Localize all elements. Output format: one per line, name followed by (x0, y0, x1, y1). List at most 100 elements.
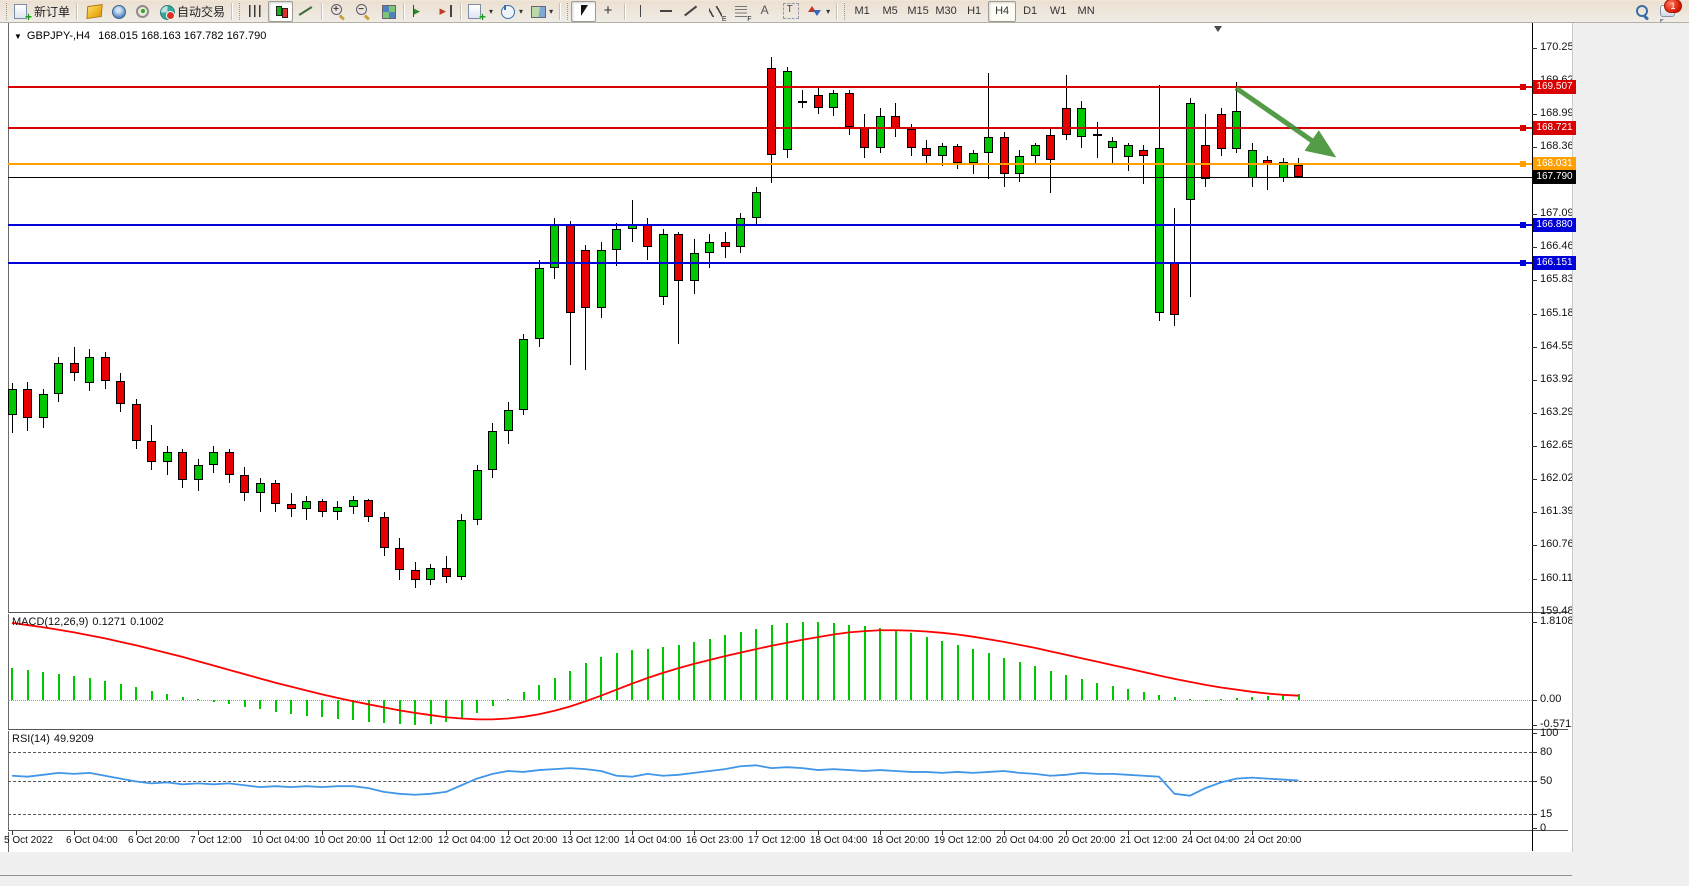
chart-window[interactable]: ▼ GBPJPY-,H4 168.015 168.163 167.782 167.7… (0, 23, 1689, 886)
timeframe-H4[interactable]: H4 (988, 0, 1017, 22)
main-price-pane[interactable] (0, 23, 1689, 852)
timeframe-M15[interactable]: M15 (907, 5, 929, 17)
chart-shift-button[interactable] (432, 1, 457, 22)
candle-body (410, 570, 420, 580)
crosshair-tool-button[interactable] (596, 1, 621, 22)
pane-splitter-rsi[interactable] (8, 729, 1568, 731)
rsi-name: RSI(14) (12, 733, 50, 745)
date-axis[interactable]: 5 Oct 2022 6 Oct 04:00 6 Oct 20:00 7 Oct 12… (0, 23, 1689, 852)
periods-button[interactable]: ▾ (496, 1, 526, 22)
timeframe-H1[interactable]: H1 (967, 5, 982, 17)
macd-histogram-bar (1080, 679, 1083, 700)
price-axis-line (1532, 23, 1533, 851)
navigator-button[interactable] (105, 1, 130, 22)
timeframe-M1[interactable]: M1 (854, 5, 870, 17)
chart-left-border (8, 23, 9, 852)
macd-histogram-bar (553, 677, 556, 700)
one-click-trading-arrow[interactable]: ▼ (14, 32, 22, 41)
pane-splitter-macd[interactable] (8, 612, 1568, 614)
chart-title: ▼ GBPJPY-,H4 168.015 168.163 167.782 167.7… (14, 30, 266, 42)
rsi-axis-tick (1532, 733, 1537, 734)
trend-arrow-annotation[interactable] (1230, 85, 1340, 158)
timeframe-MN[interactable]: MN (1077, 5, 1095, 17)
macd-histogram-bar (1003, 657, 1005, 700)
timeframe-M30[interactable]: M30 (935, 5, 957, 17)
autotrading-button[interactable]: 自动交易 (155, 1, 228, 22)
timeframe-D1[interactable]: D1 (1023, 5, 1038, 17)
horizontal-line-object[interactable] (8, 127, 1532, 130)
line-handle[interactable] (1520, 221, 1526, 228)
horizontal-line-object[interactable] (8, 163, 1532, 166)
cursor-icon (576, 3, 592, 19)
candle-body (364, 500, 373, 518)
horizontal-line-icon (658, 3, 674, 19)
timeframe-M5[interactable]: M5 (882, 5, 898, 17)
date-axis-label: 18 Oct 04:00 (810, 835, 868, 846)
arrows-tool-button[interactable]: ▾ (803, 1, 833, 22)
price-axis-tick (1532, 279, 1537, 281)
macd-histogram-bar (1189, 699, 1191, 701)
line-handle[interactable] (1520, 161, 1526, 168)
fibonacci-tool-button[interactable] (728, 1, 753, 22)
date-axis-label: 16 Oct 23:00 (686, 835, 744, 846)
horizontal-line-object[interactable] (8, 261, 1532, 264)
templates-button[interactable]: ▾ (526, 1, 556, 22)
macd-histogram-bar (1282, 694, 1284, 700)
chart-shift-icon (437, 3, 453, 19)
macd-axis-tick (1532, 724, 1537, 726)
horizontal-line-object[interactable] (8, 223, 1532, 226)
price-axis-tick-label: 162.020 (1540, 472, 1580, 485)
horizontal-line-tool-button[interactable] (653, 1, 678, 22)
candle-body (1092, 133, 1102, 136)
vertical-line-tool-button[interactable] (628, 1, 653, 22)
price-axis[interactable]: 169.507 168.721 168.031 167.790 166.880 166.1… (0, 23, 1689, 852)
text-tool-button[interactable] (753, 1, 778, 22)
zoom-in-button[interactable] (325, 1, 350, 22)
horizontal-line-object[interactable] (8, 86, 1532, 89)
macd-axis-tick-label: 0.00 (1540, 693, 1562, 705)
line-handle[interactable] (1520, 125, 1526, 132)
channel-tool-button[interactable] (703, 1, 728, 22)
candle-body (488, 430, 497, 470)
line-chart-button[interactable] (293, 1, 318, 22)
line-handle[interactable] (1520, 259, 1526, 266)
text-label-tool-button[interactable] (778, 1, 803, 22)
candle-body (255, 483, 265, 494)
macd-histogram-bar (11, 667, 13, 700)
chart-shift-marker[interactable] (1214, 26, 1222, 32)
horizontal-line-object[interactable] (8, 176, 1532, 178)
candle-body (224, 451, 234, 476)
macd-label: MACD(12,26,9) 0.1271 0.1002 (12, 616, 168, 628)
line-handle[interactable] (1520, 84, 1526, 91)
search-button[interactable] (1629, 1, 1654, 22)
macd-value: 0.1271 (92, 616, 127, 628)
timeframe-W1[interactable]: W1 (1049, 5, 1067, 17)
chat-button[interactable]: 1 (1654, 0, 1682, 22)
market-watch-button[interactable] (80, 1, 105, 22)
auto-scroll-button[interactable] (407, 1, 432, 22)
candle-wick (1096, 121, 1098, 159)
macd-histogram-bar (119, 683, 122, 700)
macd-pane[interactable] (0, 23, 1689, 852)
bar-chart-button[interactable] (243, 1, 268, 22)
tile-windows-button[interactable] (375, 1, 400, 22)
toolbar-separator (624, 2, 626, 20)
cursor-tool-button[interactable] (571, 0, 597, 22)
new-order-button[interactable]: 新订单 (10, 1, 73, 24)
macd-histogram-bar (491, 700, 494, 707)
candlestick-chart-button[interactable] (268, 0, 294, 22)
terminal-button[interactable] (130, 1, 155, 22)
trendline-tool-button[interactable] (678, 1, 703, 22)
macd-axis-tick (1532, 700, 1537, 701)
timeframe-toolbar: M1 M5 M15 M30 H1 H4 D1 W1 MN (848, 0, 1100, 22)
zoom-out-button[interactable] (350, 1, 375, 22)
macd-histogram-bar (460, 700, 463, 719)
date-axis-tick (446, 831, 447, 835)
price-tag: 169.507 (1533, 80, 1576, 95)
candle-body (7, 388, 17, 415)
rsi-pane[interactable] (0, 23, 1689, 852)
new-chart-button[interactable]: ▾ (464, 1, 496, 24)
main-toolbar: 新订单 自动交易 ▾ ▾ ▾ ▾ M1 M5 M15 M30 H1 H4 D1 W1 MN 1 (0, 0, 1689, 24)
macd-histogram-bar (755, 628, 757, 700)
toolbar-separator (403, 2, 405, 20)
